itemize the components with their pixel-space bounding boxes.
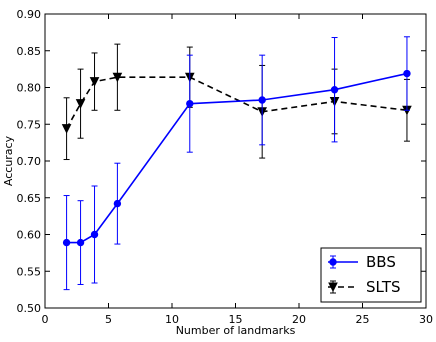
- y-tick-label: 0.50: [17, 302, 42, 315]
- y-axis-label: Accuracy: [2, 135, 15, 186]
- x-tick-label: 30: [419, 313, 433, 326]
- slts-point: [61, 124, 72, 134]
- bbs-point: [330, 86, 339, 94]
- y-tick-label: 0.80: [17, 82, 42, 95]
- x-tick-label: 0: [42, 313, 49, 326]
- x-tick-label: 20: [292, 313, 306, 326]
- y-axis-ticks: 0.50 0.55 0.60 0.65 0.70 0.75 0.80 0.85 0.90: [17, 8, 426, 315]
- x-tick-label: 10: [165, 313, 179, 326]
- y-tick-label: 0.90: [17, 8, 42, 21]
- bbs-point: [113, 199, 122, 208]
- y-tick-label: 0.55: [17, 265, 42, 278]
- legend-marker-bbs: [329, 258, 337, 266]
- legend-entry-slts: SLTS: [328, 278, 401, 296]
- x-tick-label: 15: [229, 313, 243, 326]
- bbs-point: [403, 69, 411, 78]
- x-tick-label: 5: [105, 313, 112, 326]
- legend-label-bbs: BBS: [366, 253, 396, 271]
- x-axis-ticks: 0 5 10 15 20 25 30: [42, 14, 433, 326]
- y-tick-label: 0.85: [17, 45, 42, 58]
- y-tick-label: 0.65: [17, 192, 42, 205]
- legend: BBS SLTS: [320, 247, 422, 303]
- bbs-point: [258, 96, 266, 104]
- x-tick-label: 25: [356, 313, 370, 326]
- slts-point: [75, 99, 86, 109]
- y-tick-label: 0.70: [17, 155, 42, 168]
- y-tick-label: 0.75: [17, 118, 42, 131]
- slts-point: [89, 77, 100, 87]
- y-tick-label: 0.60: [17, 229, 42, 242]
- legend-entry-bbs: BBS: [328, 253, 396, 271]
- plot-content: [61, 36, 412, 291]
- bbs-point: [76, 238, 85, 247]
- legend-box: [320, 247, 422, 303]
- legend-marker-slts: [328, 282, 338, 293]
- legend-label-slts: SLTS: [366, 278, 401, 296]
- series-bbs: [62, 36, 411, 291]
- slts-point: [112, 72, 123, 83]
- x-axis-label: Number of landmarks: [176, 324, 296, 337]
- bbs-point: [62, 238, 71, 247]
- bbs-point: [90, 230, 99, 239]
- bbs-point: [186, 99, 194, 108]
